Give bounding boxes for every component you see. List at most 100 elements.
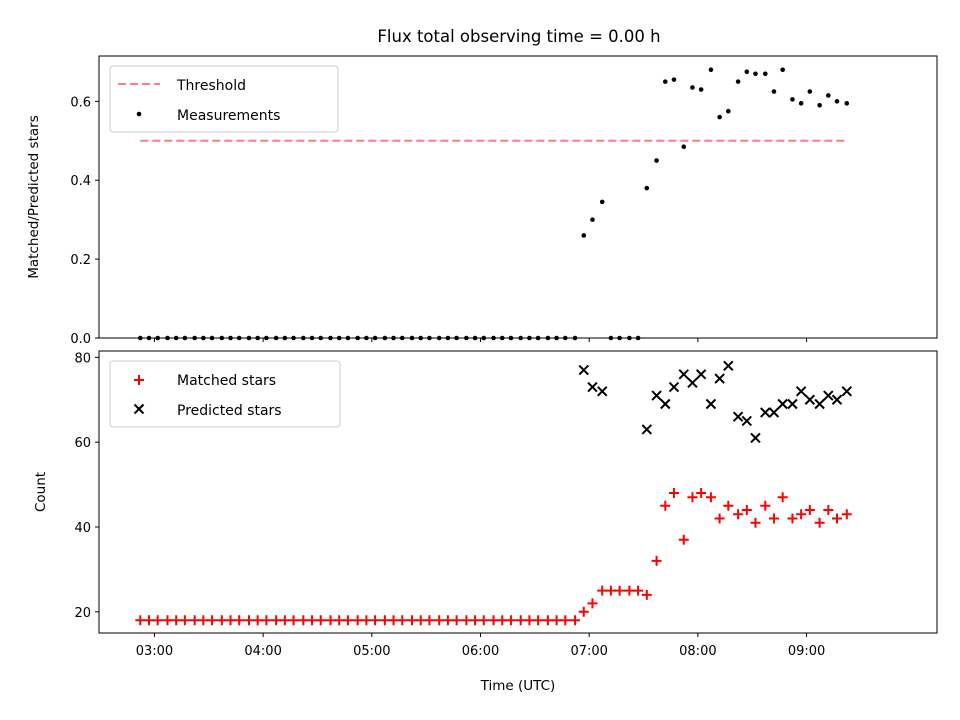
chart-title: Flux total observing time = 0.00 h: [377, 27, 660, 46]
matched-star-point: [424, 615, 435, 626]
matched-star-point: [696, 488, 707, 499]
matched-star-point: [162, 615, 173, 626]
matched-star-point: [705, 492, 716, 503]
matched-star-point: [171, 615, 182, 626]
measurement-point: [807, 89, 813, 94]
x-tick-label: 05:00: [353, 644, 390, 659]
measurement-point: [581, 233, 587, 238]
matched-star-point: [261, 615, 272, 626]
matched-star-point: [560, 615, 571, 626]
matched-star-point: [461, 615, 472, 626]
matched-star-point: [243, 615, 254, 626]
matched-star-point: [533, 615, 544, 626]
matched-star-point: [288, 615, 299, 626]
measurement-point: [681, 144, 687, 150]
predicted-star-point: [787, 398, 798, 410]
x-tick-label: 04:00: [244, 644, 281, 659]
ratio-legend: Threshold Measurements: [109, 65, 339, 133]
predicted-star-point: [814, 398, 825, 410]
matched-star-point: [551, 615, 562, 626]
count-legend: Matched stars Predicted stars: [109, 360, 341, 428]
matched-star-point: [804, 505, 815, 516]
matched-star-point: [152, 615, 163, 626]
matched-star-point: [298, 615, 309, 626]
predicted-star-point: [841, 386, 852, 397]
count-marks: [135, 360, 852, 626]
ratio-axes-frame: [98, 55, 938, 339]
matched-star-point: [750, 517, 761, 528]
count-y-ticks: 20 40 60 80: [74, 351, 99, 621]
y-tick-label: 0.6: [70, 95, 91, 110]
predicted-star-point: [741, 415, 752, 427]
legend-measurements-label: Measurements: [177, 108, 280, 124]
legend-matched-swatch: [134, 375, 144, 385]
matched-star-point: [334, 615, 345, 626]
matched-star-point: [407, 615, 418, 626]
matched-star-point: [234, 615, 245, 626]
count-axes-frame: [98, 350, 938, 634]
matched-star-point: [279, 615, 290, 626]
predicted-star-point: [760, 407, 771, 418]
predicted-star-point: [750, 432, 761, 444]
matched-star-point: [787, 513, 798, 524]
matched-star-point: [216, 615, 227, 626]
count-x-ticks: 03:00 04:00 05:00 06:00 07:00 08:00 09:00: [136, 633, 825, 659]
legend-measurements-swatch: [136, 111, 142, 117]
measurement-point: [671, 77, 677, 82]
matched-star-point: [678, 534, 689, 545]
predicted-star-point: [831, 394, 843, 405]
predicted-star-point: [804, 394, 816, 405]
matched-star-point: [505, 615, 516, 626]
matched-star-point: [597, 585, 608, 596]
x-tick-label: 06:00: [462, 644, 499, 659]
predicted-star-point: [678, 369, 689, 380]
legend-matched-label: Matched stars: [177, 373, 276, 389]
measurement-point: [780, 67, 785, 73]
measurement-point: [690, 85, 695, 90]
predicted-star-point: [795, 386, 807, 397]
predicted-star-point: [714, 373, 725, 384]
matched-star-point: [570, 615, 581, 626]
ratio-x-ticks: [153, 338, 808, 342]
ratio-y-axis-label: Matched/Predicted stars: [26, 115, 42, 278]
matched-star-point: [307, 615, 318, 626]
matched-star-point: [451, 615, 462, 626]
matched-star-point: [325, 615, 336, 626]
y-tick-label: 0.0: [70, 332, 91, 347]
matched-star-point: [542, 615, 553, 626]
matched-star-point: [777, 492, 788, 503]
predicted-star-point: [723, 360, 734, 372]
measurement-point: [790, 97, 795, 102]
legend-predicted-label: Predicted stars: [177, 403, 282, 419]
matched-star-point: [668, 488, 679, 499]
x-axis-label: Time (UTC): [480, 678, 556, 694]
measurement-point: [744, 69, 750, 75]
matched-star-point: [442, 615, 453, 626]
matched-star-point: [225, 615, 236, 626]
matched-star-point: [605, 585, 616, 596]
legend-predicted-swatch: [133, 403, 145, 415]
matched-star-point: [207, 615, 218, 626]
matched-star-point: [488, 615, 499, 626]
matched-star-point: [723, 500, 734, 511]
matched-star-point: [687, 492, 698, 503]
predicted-star-point: [641, 424, 653, 435]
measurement-point: [698, 87, 704, 92]
legend-threshold-label: Threshold: [176, 78, 246, 94]
ratio-legend-box: [109, 65, 339, 133]
matched-star-point: [587, 598, 598, 609]
matched-star-point: [832, 513, 843, 524]
matched-star-point: [641, 589, 652, 600]
matched-star-point: [714, 513, 725, 524]
count-panel: 03:00 04:00 05:00 06:00 07:00 08:00 09:00 20 40…: [33, 350, 938, 694]
count-legend-box: [109, 360, 341, 428]
predicted-star-point: [777, 398, 788, 410]
measurement-point: [844, 101, 850, 106]
y-tick-label: 60: [74, 436, 91, 451]
matched-star-point: [271, 615, 282, 626]
matched-star-point: [388, 615, 399, 626]
measurement-point: [708, 67, 714, 73]
predicted-star-point: [668, 381, 680, 393]
matched-star-point: [252, 615, 263, 626]
